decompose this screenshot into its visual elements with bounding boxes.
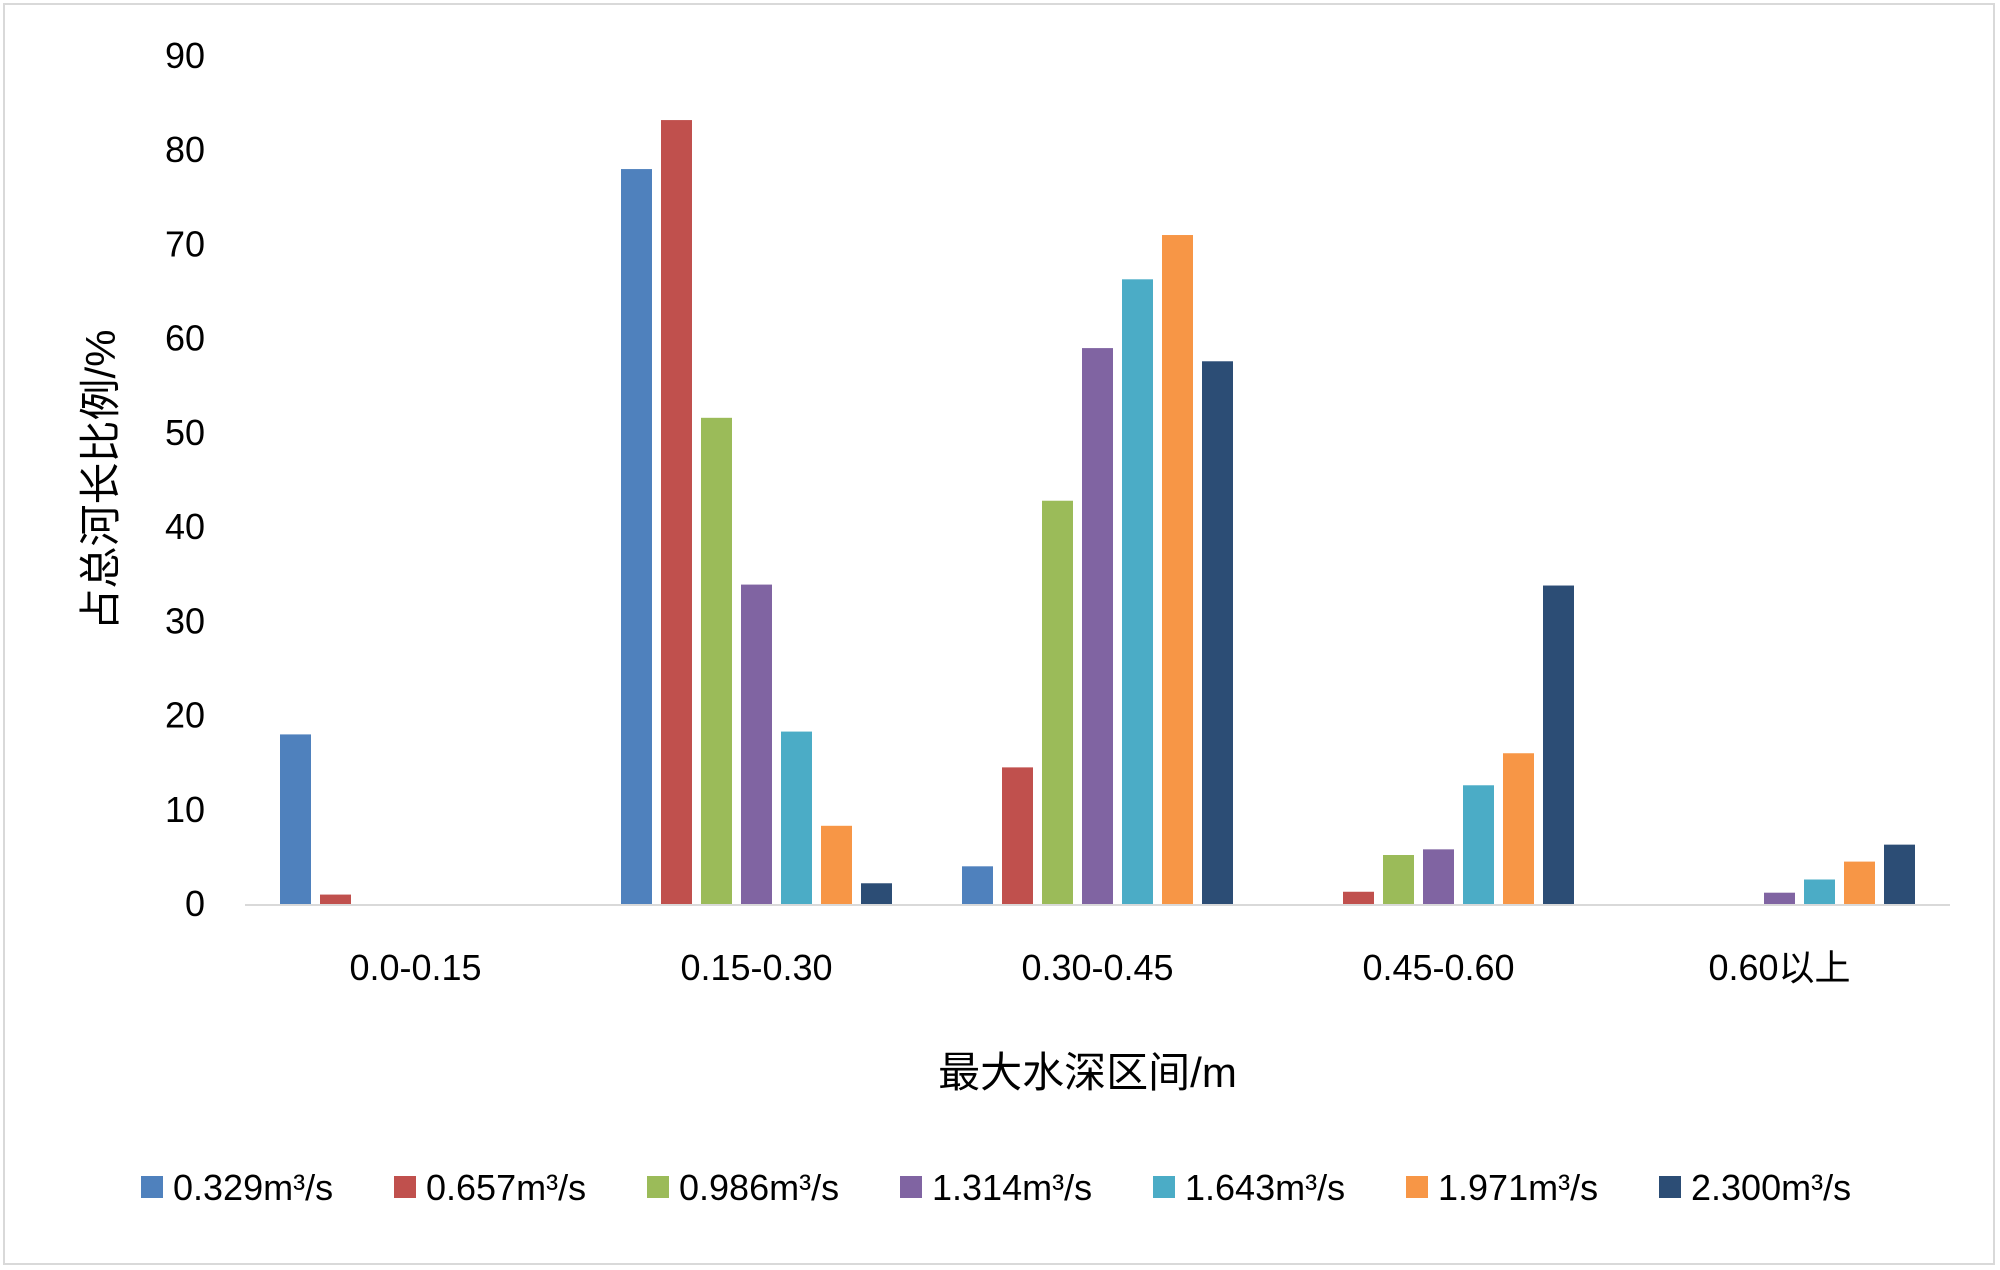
bar-1-3 bbox=[962, 866, 993, 904]
y-tick-label: 50 bbox=[165, 412, 205, 453]
bar-2-3 bbox=[1002, 767, 1033, 904]
y-tick-label: 0 bbox=[185, 883, 205, 924]
bar-7-4 bbox=[1543, 585, 1574, 904]
x-tick-label: 0.30-0.45 bbox=[1021, 947, 1173, 988]
bar-3-3 bbox=[1042, 500, 1073, 904]
bar-7-3 bbox=[1202, 361, 1233, 904]
legend-item: 0.657m³/s bbox=[394, 1167, 586, 1208]
legend-swatch bbox=[394, 1176, 416, 1198]
chart-frame: 0 10 20 30 40 50 60 70 80 90 0.0-0.15 0.15-0.30 0.3… bbox=[3, 3, 1995, 1265]
bar-5-4 bbox=[1463, 785, 1494, 904]
legend-label: 0.657m³/s bbox=[426, 1167, 586, 1208]
legend-item: 0.986m³/s bbox=[647, 1167, 839, 1208]
bars-layer bbox=[280, 120, 1915, 905]
series-1 bbox=[280, 169, 993, 905]
bar-4-2 bbox=[741, 584, 772, 904]
legend-label: 1.971m³/s bbox=[1438, 1167, 1598, 1208]
bar-3-2 bbox=[701, 417, 732, 904]
y-tick-label: 30 bbox=[165, 600, 205, 641]
bar-4-3 bbox=[1082, 348, 1113, 905]
bar-7-5 bbox=[1884, 844, 1915, 904]
bar-6-4 bbox=[1503, 753, 1534, 904]
series-3 bbox=[701, 417, 1414, 904]
legend-item: 2.300m³/s bbox=[1659, 1167, 1851, 1208]
legend-label: 1.314m³/s bbox=[932, 1167, 1092, 1208]
bar-chart: 0 10 20 30 40 50 60 70 80 90 0.0-0.15 0.15-0.30 0.3… bbox=[77, 35, 1950, 1208]
y-tick-label: 60 bbox=[165, 318, 205, 359]
legend-label: 0.986m³/s bbox=[679, 1167, 839, 1208]
legend-swatch bbox=[900, 1176, 922, 1198]
x-axis-ticks: 0.0-0.15 0.15-0.30 0.30-0.45 0.45-0.60 0.60以… bbox=[349, 947, 1850, 988]
bar-1-2 bbox=[621, 169, 652, 905]
bar-7-2 bbox=[861, 883, 892, 904]
bar-5-3 bbox=[1122, 279, 1153, 905]
legend-swatch bbox=[1153, 1176, 1175, 1198]
legend-item: 1.643m³/s bbox=[1153, 1167, 1345, 1208]
series-2 bbox=[320, 120, 1374, 905]
x-tick-label: 0.0-0.15 bbox=[349, 947, 481, 988]
legend-label: 1.643m³/s bbox=[1185, 1167, 1345, 1208]
bar-2-4 bbox=[1343, 891, 1374, 904]
bar-2-1 bbox=[320, 894, 351, 904]
y-tick-label: 80 bbox=[165, 129, 205, 170]
series-5 bbox=[781, 279, 1835, 905]
series-7 bbox=[861, 361, 1915, 904]
legend-swatch bbox=[1659, 1176, 1681, 1198]
x-axis-title: 最大水深区间/m bbox=[938, 1049, 1237, 1096]
legend-swatch bbox=[141, 1176, 163, 1198]
x-tick-label: 0.60以上 bbox=[1708, 947, 1850, 988]
legend-item: 1.971m³/s bbox=[1406, 1167, 1598, 1208]
bar-5-5 bbox=[1804, 879, 1835, 904]
legend-swatch bbox=[1406, 1176, 1428, 1198]
bar-6-2 bbox=[821, 825, 852, 904]
legend-item: 1.314m³/s bbox=[900, 1167, 1092, 1208]
bar-3-4 bbox=[1383, 855, 1414, 904]
x-tick-label: 0.45-0.60 bbox=[1362, 947, 1514, 988]
y-tick-label: 40 bbox=[165, 506, 205, 547]
y-tick-label: 90 bbox=[165, 35, 205, 76]
y-axis-title: 占总河长比例/% bbox=[77, 329, 124, 630]
x-tick-label: 0.15-0.30 bbox=[680, 947, 832, 988]
series-6 bbox=[821, 235, 1875, 904]
legend: 0.329m³/s 0.657m³/s 0.986m³/s 1.314m³/s 1.64… bbox=[141, 1167, 1851, 1208]
bar-5-2 bbox=[781, 731, 812, 904]
series-4 bbox=[741, 348, 1795, 905]
bar-6-3 bbox=[1162, 235, 1193, 904]
y-tick-label: 70 bbox=[165, 223, 205, 264]
legend-item: 0.329m³/s bbox=[141, 1167, 333, 1208]
bar-2-2 bbox=[661, 120, 692, 905]
legend-swatch bbox=[647, 1176, 669, 1198]
legend-label: 0.329m³/s bbox=[173, 1167, 333, 1208]
bar-1-1 bbox=[280, 734, 311, 904]
bar-4-5 bbox=[1764, 892, 1795, 904]
y-tick-label: 10 bbox=[165, 789, 205, 830]
bar-6-5 bbox=[1844, 861, 1875, 904]
y-tick-label: 20 bbox=[165, 695, 205, 736]
y-axis-ticks: 0 10 20 30 40 50 60 70 80 90 bbox=[165, 35, 205, 924]
bar-4-4 bbox=[1423, 849, 1454, 904]
legend-label: 2.300m³/s bbox=[1691, 1167, 1851, 1208]
